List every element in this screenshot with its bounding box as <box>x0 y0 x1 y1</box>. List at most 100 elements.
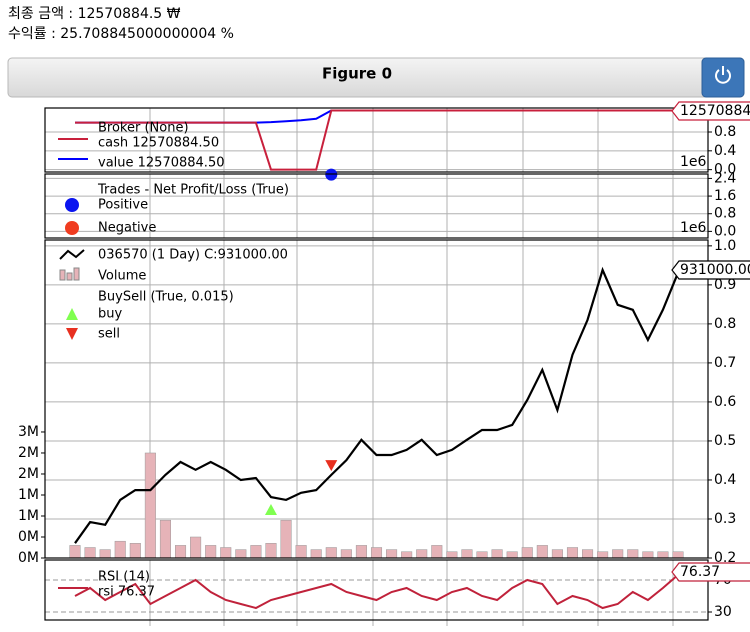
legend-title: Trades - Net Profit/Loss (True) <box>97 183 289 198</box>
offset-label: 1e6 <box>680 154 707 170</box>
volume-bar <box>461 549 473 559</box>
panel-frame <box>44 173 709 239</box>
volume-bar <box>159 519 171 559</box>
value-box-label: 12570884.50 <box>680 103 750 119</box>
volume-bar <box>401 551 413 559</box>
y2-tick-label: 1M <box>18 508 39 524</box>
legend-icon <box>59 249 85 260</box>
series-line <box>74 574 679 610</box>
volume-bar <box>370 547 383 559</box>
volume-bar <box>566 547 579 559</box>
legend-label: Positive <box>98 198 148 213</box>
y2-tick-label: 3M <box>18 424 39 440</box>
volume-bar <box>235 549 247 559</box>
volume-bar <box>114 540 126 559</box>
volume-bar <box>265 543 277 559</box>
volume-bar <box>476 551 488 559</box>
volume-bar <box>506 551 518 559</box>
y-tick-label: 1.0 <box>714 238 736 254</box>
legend-icon <box>73 267 80 281</box>
legend-icon <box>66 308 78 320</box>
volume-bar <box>220 547 232 559</box>
offset-label: 1e6 <box>680 220 707 236</box>
y2-tick-label: 1M <box>18 487 39 503</box>
y-tick-label: 0.4 <box>714 472 736 488</box>
volume-bar <box>597 551 609 559</box>
legend-icon <box>59 269 66 281</box>
close-button[interactable] <box>701 57 745 98</box>
figure-title: Figure 0 <box>322 65 392 83</box>
volume-bar <box>144 452 156 559</box>
y-tick-label: 0.2 <box>714 550 736 566</box>
y-tick-label: 0.8 <box>714 124 736 140</box>
legend-label: buy <box>98 307 122 322</box>
volume-bar <box>672 551 684 559</box>
volume-bar <box>355 545 367 559</box>
volume-bar <box>627 549 639 559</box>
y-tick-label: 0.3 <box>714 511 736 527</box>
legend-icon <box>66 328 78 340</box>
volume-bar <box>657 551 669 559</box>
volume-bar <box>582 549 594 559</box>
value-box <box>671 260 750 280</box>
volume-bar <box>129 543 141 559</box>
value-box <box>671 101 750 121</box>
volume-bar <box>386 549 398 559</box>
y-tick-label: 0.8 <box>714 316 736 332</box>
legend-label: cash 12570884.50 <box>98 136 219 151</box>
plots: 0.0 0.4 0.8 Broker (None)cash 12570884.50 va… <box>18 101 750 626</box>
volume-bar <box>536 545 548 559</box>
output-line: 최종 금액 : 12570884.5 ₩ <box>8 6 181 22</box>
volume-bar <box>642 551 654 559</box>
y2-tick-label: 2M <box>18 445 39 461</box>
legend-label: Negative <box>98 221 156 236</box>
volume-bar <box>69 545 81 559</box>
y2-tick-label: 0M <box>18 529 39 545</box>
y-tick-label: 0.4 <box>714 143 736 159</box>
legend-icon <box>66 272 73 281</box>
legend-label: sell <box>98 327 120 342</box>
volume-bar <box>491 549 503 559</box>
series-line <box>75 109 678 171</box>
volume-bar <box>310 549 322 559</box>
y-tick-label: 0.0 <box>714 223 736 239</box>
y-tick-label: 0.8 <box>714 206 736 222</box>
legend-icon <box>65 221 79 235</box>
panel-frame <box>44 107 709 173</box>
legend-label: rsi 76.37 <box>98 585 155 600</box>
y-tick-label: 0.6 <box>714 394 736 410</box>
y-tick-label: 0.7 <box>714 355 736 371</box>
value-box-label: 76.37 <box>680 564 720 580</box>
y-tick-label: 0.5 <box>714 433 736 449</box>
volume-bar <box>340 549 352 559</box>
y-tick-label: 30 <box>714 604 732 620</box>
legend-label: Volume <box>98 269 146 284</box>
legend-label: value 12570884.50 <box>98 156 224 171</box>
volume-bar <box>205 545 217 559</box>
volume-bar <box>521 547 533 559</box>
volume-bar <box>174 545 187 559</box>
value-box <box>671 562 750 582</box>
trade-dot <box>325 168 338 181</box>
series-line <box>74 266 680 544</box>
value-box-label: 931000.00 <box>680 262 750 278</box>
y2-tick-label: 2M <box>18 466 39 482</box>
output-line: 수익률 : 25.708845000000004 % <box>8 26 234 42</box>
y2-tick-label: 0M <box>18 550 39 566</box>
y-tick-label: 2.4 <box>714 170 736 186</box>
legend-title: RSI (14) <box>98 570 150 585</box>
volume-bar <box>446 551 458 559</box>
legend-title: BuySell (True, 0.015) <box>98 290 234 305</box>
panel-background <box>45 240 708 558</box>
panel-frame <box>44 559 709 621</box>
volume-bar <box>84 547 96 559</box>
volume-bar <box>325 547 337 559</box>
volume-bar <box>416 549 428 559</box>
legend-label: 036570 (1 Day) C:931000.00 <box>98 248 288 263</box>
legend-icon <box>65 198 79 212</box>
y-tick-label: 0.9 <box>714 277 736 293</box>
legend-title: Broker (None) <box>98 121 189 136</box>
volume-bar <box>612 549 624 559</box>
volume-bar <box>551 549 563 559</box>
